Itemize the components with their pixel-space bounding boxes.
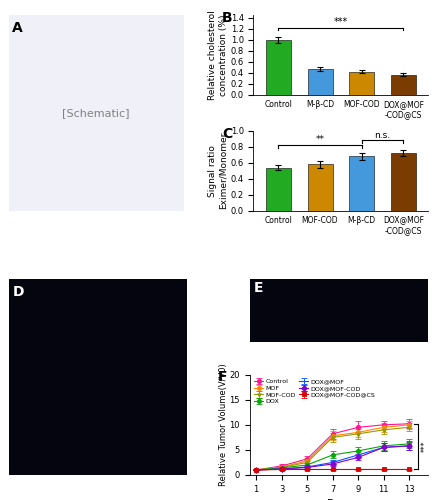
Y-axis label: Relative cholesterol
concentration (%): Relative cholesterol concentration (%) bbox=[208, 10, 228, 100]
Bar bbox=[391, 74, 416, 95]
Bar bbox=[266, 40, 291, 95]
Bar bbox=[391, 153, 416, 210]
Y-axis label: Signal ratio
Eximer/Monomer: Signal ratio Eximer/Monomer bbox=[208, 132, 228, 210]
Legend: Control, MOF, MOF-COD, DOX, DOX@MOF, DOX@MOF-COD, DOX@MOF-COD@CS: Control, MOF, MOF-COD, DOX, DOX@MOF, DOX… bbox=[253, 378, 376, 406]
Text: n.s.: n.s. bbox=[375, 130, 391, 140]
Y-axis label: Relative Tumor Volume(V/V0): Relative Tumor Volume(V/V0) bbox=[219, 364, 228, 486]
Text: C: C bbox=[222, 127, 232, 141]
Text: A: A bbox=[12, 21, 23, 35]
Text: B: B bbox=[222, 11, 232, 25]
Bar bbox=[349, 156, 374, 210]
Text: D: D bbox=[12, 285, 24, 299]
Text: E: E bbox=[253, 281, 263, 295]
Text: **: ** bbox=[316, 136, 325, 144]
Text: ***: *** bbox=[420, 441, 430, 452]
Bar bbox=[349, 72, 374, 95]
Text: F: F bbox=[218, 370, 227, 384]
Bar bbox=[308, 69, 333, 95]
Text: ***: *** bbox=[334, 16, 348, 26]
Bar bbox=[266, 168, 291, 210]
Text: [Schematic]: [Schematic] bbox=[62, 108, 130, 118]
Bar bbox=[308, 164, 333, 210]
